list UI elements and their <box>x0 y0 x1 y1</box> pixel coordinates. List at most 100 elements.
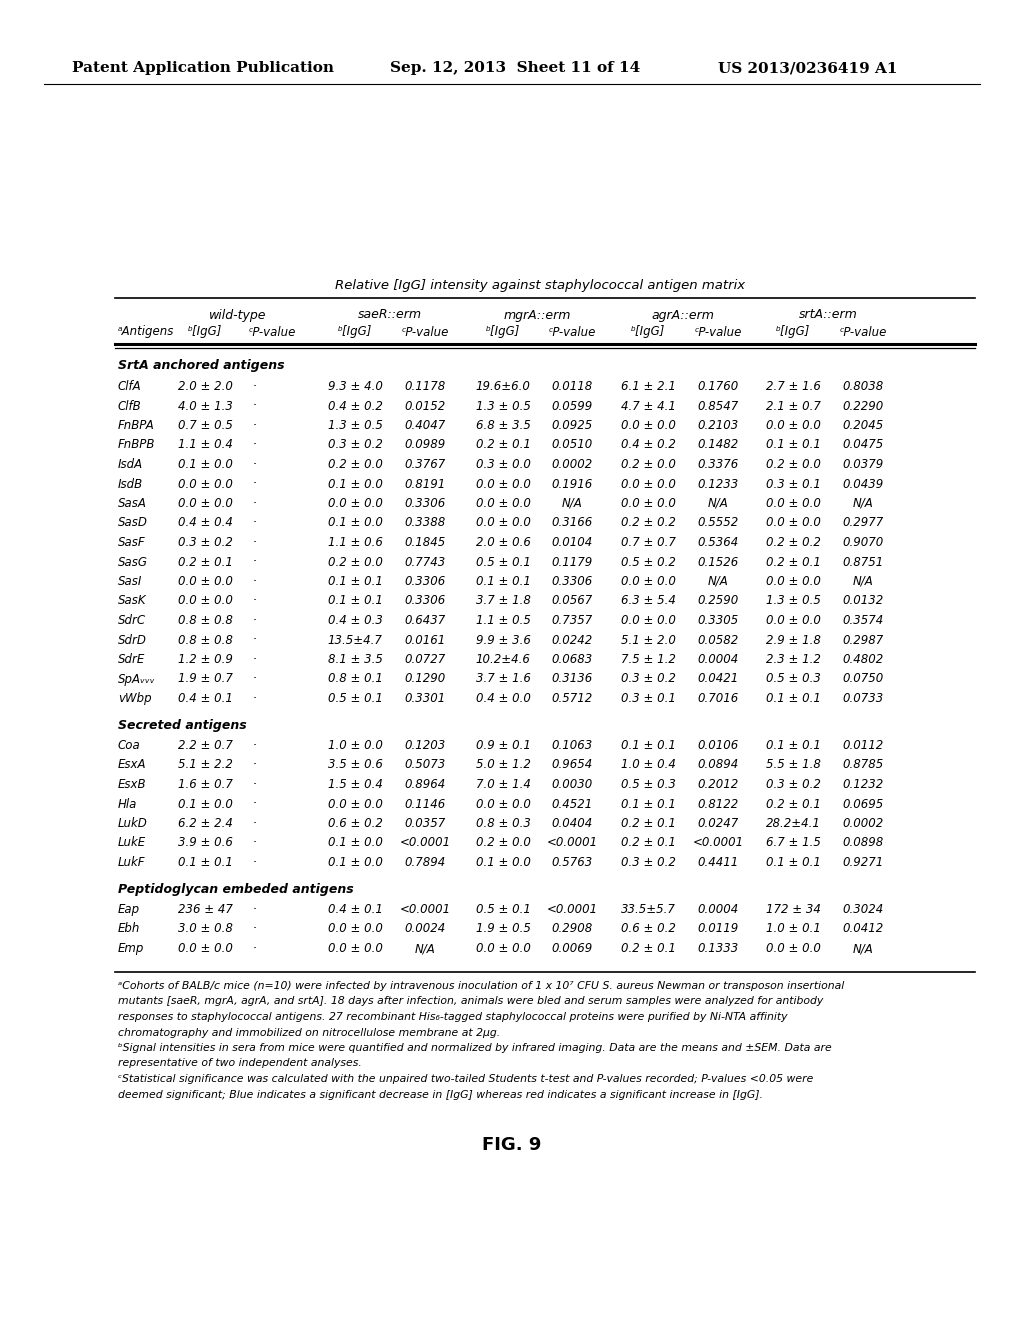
Text: 0.6437: 0.6437 <box>404 614 445 627</box>
Text: vWbp: vWbp <box>118 692 152 705</box>
Text: 3.0 ± 0.8: 3.0 ± 0.8 <box>177 923 232 936</box>
Text: Ebh: Ebh <box>118 923 140 936</box>
Text: representative of two independent analyses.: representative of two independent analys… <box>118 1059 361 1068</box>
Text: 0.0 ± 0.0: 0.0 ± 0.0 <box>766 498 820 510</box>
Text: 0.8964: 0.8964 <box>404 777 445 791</box>
Text: 0.0412: 0.0412 <box>843 923 884 936</box>
Text: 0.5 ± 0.1: 0.5 ± 0.1 <box>475 903 530 916</box>
Text: ·: · <box>253 594 257 607</box>
Text: 0.2 ± 0.0: 0.2 ± 0.0 <box>621 458 676 471</box>
Text: 0.5073: 0.5073 <box>404 759 445 771</box>
Text: 0.1178: 0.1178 <box>404 380 445 393</box>
Text: ᵃAntigens: ᵃAntigens <box>118 326 174 338</box>
Text: N/A: N/A <box>708 576 728 587</box>
Text: 0.0 ± 0.0: 0.0 ± 0.0 <box>177 594 232 607</box>
Text: 0.0 ± 0.0: 0.0 ± 0.0 <box>328 797 382 810</box>
Text: LukD: LukD <box>118 817 147 830</box>
Text: 0.4411: 0.4411 <box>697 855 738 869</box>
Text: Hla: Hla <box>118 797 137 810</box>
Text: SasA: SasA <box>118 498 146 510</box>
Text: ·: · <box>253 380 257 393</box>
Text: 0.8 ± 0.3: 0.8 ± 0.3 <box>475 817 530 830</box>
Text: 0.1 ± 0.1: 0.1 ± 0.1 <box>766 692 820 705</box>
Text: 0.0925: 0.0925 <box>551 418 593 432</box>
Text: 5.5 ± 1.8: 5.5 ± 1.8 <box>766 759 820 771</box>
Text: ᵇSignal intensities in sera from mice were quantified and normalized by infrared: ᵇSignal intensities in sera from mice we… <box>118 1043 831 1053</box>
Text: 0.0 ± 0.0: 0.0 ± 0.0 <box>621 498 676 510</box>
Text: 0.1 ± 0.1: 0.1 ± 0.1 <box>621 797 676 810</box>
Text: EsxB: EsxB <box>118 777 146 791</box>
Text: 0.1 ± 0.1: 0.1 ± 0.1 <box>766 438 820 451</box>
Text: 0.0404: 0.0404 <box>551 817 593 830</box>
Text: 0.0152: 0.0152 <box>404 400 445 412</box>
Text: 5.1 ± 2.0: 5.1 ± 2.0 <box>621 634 676 647</box>
Text: 0.1 ± 0.1: 0.1 ± 0.1 <box>475 576 530 587</box>
Text: 0.2290: 0.2290 <box>843 400 884 412</box>
Text: <0.0001: <0.0001 <box>399 903 451 916</box>
Text: N/A: N/A <box>561 498 583 510</box>
Text: 0.2 ± 0.1: 0.2 ± 0.1 <box>621 817 676 830</box>
Text: wild-type: wild-type <box>209 309 266 322</box>
Text: 1.3 ± 0.5: 1.3 ± 0.5 <box>475 400 530 412</box>
Text: 0.0 ± 0.0: 0.0 ± 0.0 <box>328 942 382 954</box>
Text: 0.1760: 0.1760 <box>697 380 738 393</box>
Text: 4.0 ± 1.3: 4.0 ± 1.3 <box>177 400 232 412</box>
Text: 6.7 ± 1.5: 6.7 ± 1.5 <box>766 837 820 850</box>
Text: 0.5552: 0.5552 <box>697 516 738 529</box>
Text: 0.1 ± 0.0: 0.1 ± 0.0 <box>328 478 382 491</box>
Text: 0.7016: 0.7016 <box>697 692 738 705</box>
Text: 0.1 ± 0.0: 0.1 ± 0.0 <box>328 855 382 869</box>
Text: ·: · <box>253 478 257 491</box>
Text: 0.0 ± 0.0: 0.0 ± 0.0 <box>475 516 530 529</box>
Text: 9.3 ± 4.0: 9.3 ± 4.0 <box>328 380 382 393</box>
Text: ᵇ[IgG]: ᵇ[IgG] <box>338 326 372 338</box>
Text: 0.1 ± 0.0: 0.1 ± 0.0 <box>328 837 382 850</box>
Text: <0.0001: <0.0001 <box>399 837 451 850</box>
Text: 2.1 ± 0.7: 2.1 ± 0.7 <box>766 400 820 412</box>
Text: ·: · <box>253 576 257 587</box>
Text: ·: · <box>253 536 257 549</box>
Text: 1.0 ± 0.0: 1.0 ± 0.0 <box>328 739 382 752</box>
Text: ·: · <box>253 672 257 685</box>
Text: 4.7 ± 4.1: 4.7 ± 4.1 <box>621 400 676 412</box>
Text: 0.2 ± 0.1: 0.2 ± 0.1 <box>621 837 676 850</box>
Text: ·: · <box>253 634 257 647</box>
Text: 0.5 ± 0.1: 0.5 ± 0.1 <box>328 692 382 705</box>
Text: 1.0 ± 0.4: 1.0 ± 0.4 <box>621 759 676 771</box>
Text: 2.0 ± 0.6: 2.0 ± 0.6 <box>475 536 530 549</box>
Text: 0.4 ± 0.2: 0.4 ± 0.2 <box>328 400 382 412</box>
Text: ·: · <box>253 817 257 830</box>
Text: 0.5 ± 0.3: 0.5 ± 0.3 <box>766 672 820 685</box>
Text: 0.3301: 0.3301 <box>404 692 445 705</box>
Text: 0.0004: 0.0004 <box>697 653 738 667</box>
Text: ᶜP-value: ᶜP-value <box>840 326 887 338</box>
Text: 0.1 ± 0.1: 0.1 ± 0.1 <box>328 576 382 587</box>
Text: 0.3 ± 0.1: 0.3 ± 0.1 <box>621 692 676 705</box>
Text: 0.2 ± 0.0: 0.2 ± 0.0 <box>475 837 530 850</box>
Text: 0.0 ± 0.0: 0.0 ± 0.0 <box>621 418 676 432</box>
Text: N/A: N/A <box>853 498 873 510</box>
Text: 0.0 ± 0.0: 0.0 ± 0.0 <box>766 418 820 432</box>
Text: 0.4 ± 0.4: 0.4 ± 0.4 <box>177 516 232 529</box>
Text: SasI: SasI <box>118 576 142 587</box>
Text: <0.0001: <0.0001 <box>547 903 598 916</box>
Text: ·: · <box>253 516 257 529</box>
Text: 0.0733: 0.0733 <box>843 692 884 705</box>
Text: 7.0 ± 1.4: 7.0 ± 1.4 <box>475 777 530 791</box>
Text: chromatography and immobilized on nitrocellulose membrane at 2μg.: chromatography and immobilized on nitroc… <box>118 1027 501 1038</box>
Text: 0.4 ± 0.1: 0.4 ± 0.1 <box>177 692 232 705</box>
Text: 0.2 ± 0.2: 0.2 ± 0.2 <box>766 536 820 549</box>
Text: saeR::erm: saeR::erm <box>358 309 422 322</box>
Text: 0.0 ± 0.0: 0.0 ± 0.0 <box>475 942 530 954</box>
Text: 0.6 ± 0.2: 0.6 ± 0.2 <box>621 923 676 936</box>
Text: 0.0024: 0.0024 <box>404 923 445 936</box>
Text: ·: · <box>253 692 257 705</box>
Text: 0.0242: 0.0242 <box>551 634 593 647</box>
Text: 1.9 ± 0.5: 1.9 ± 0.5 <box>475 923 530 936</box>
Text: 0.3 ± 0.0: 0.3 ± 0.0 <box>475 458 530 471</box>
Text: 1.2 ± 0.9: 1.2 ± 0.9 <box>177 653 232 667</box>
Text: 0.1845: 0.1845 <box>404 536 445 549</box>
Text: 0.0 ± 0.0: 0.0 ± 0.0 <box>177 498 232 510</box>
Text: 0.8038: 0.8038 <box>843 380 884 393</box>
Text: 0.0030: 0.0030 <box>551 777 593 791</box>
